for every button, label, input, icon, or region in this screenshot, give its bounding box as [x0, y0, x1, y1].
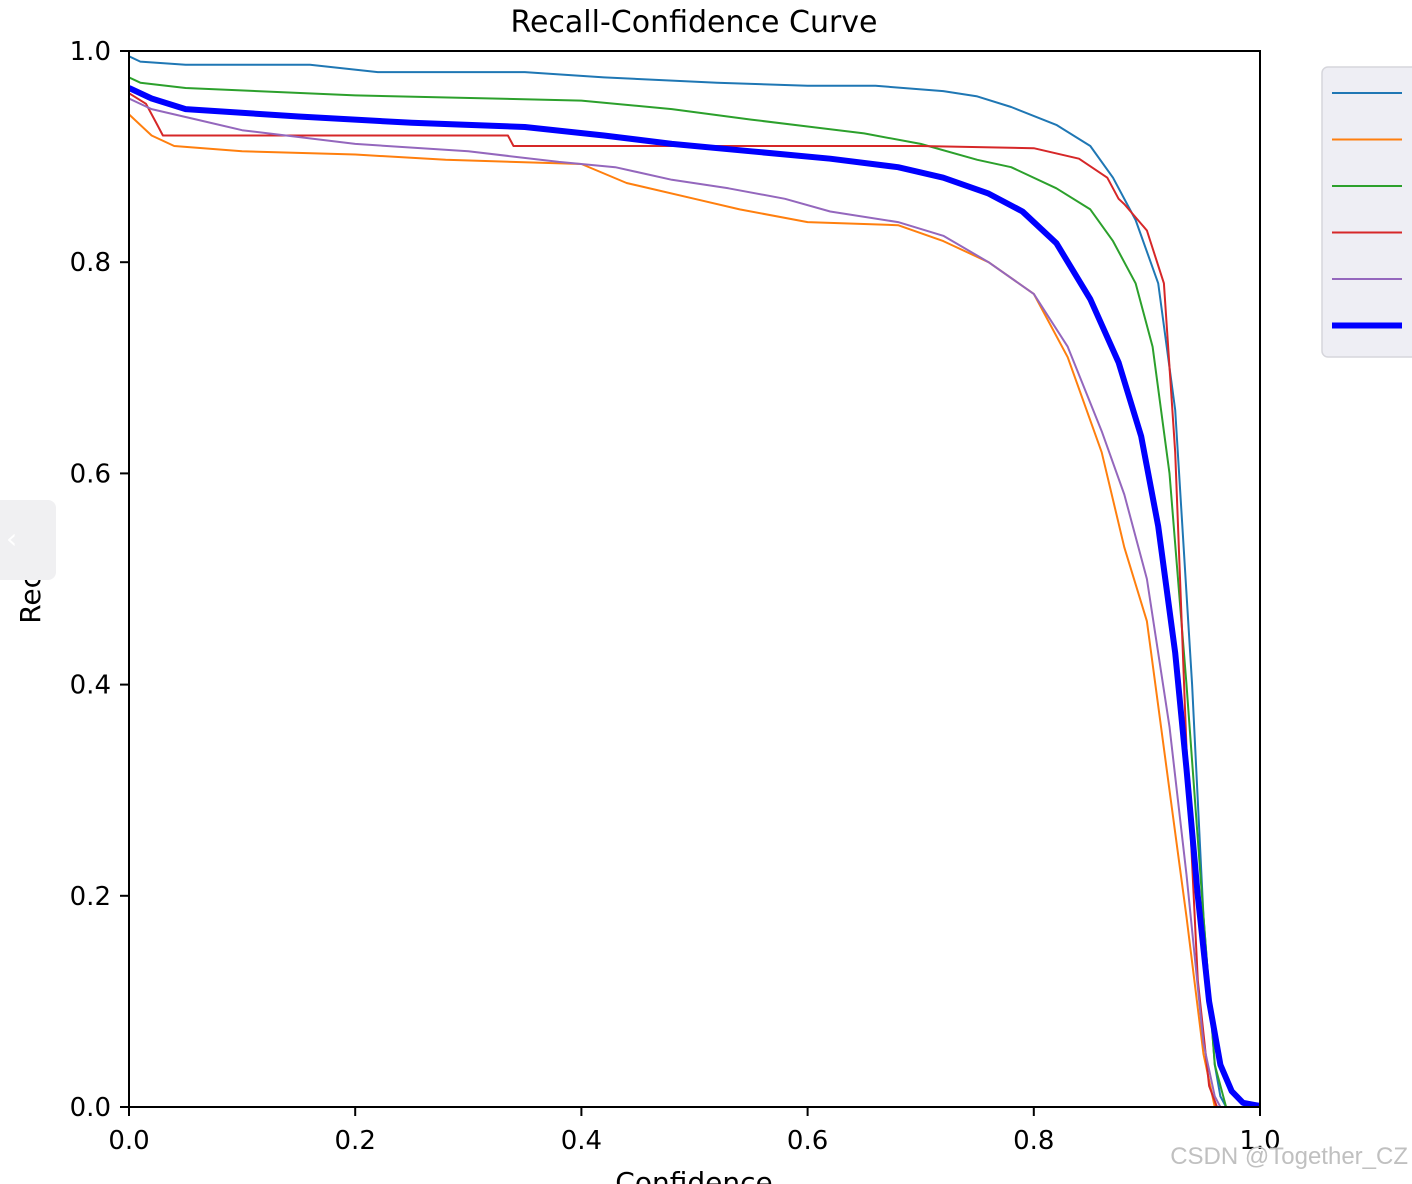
series-line-2: [129, 113, 1216, 1107]
x-axis-label: Confidence: [615, 1166, 772, 1184]
x-tick-label: 1.0: [1239, 1126, 1280, 1156]
watermark: CSDN @Together_CZ: [1170, 1143, 1408, 1170]
y-tick-label: 0.0: [70, 1093, 111, 1123]
series-line-1: [129, 55, 1227, 1107]
chevron-left-icon: ‹: [6, 522, 18, 555]
plot-frame: [128, 50, 1261, 1108]
y-tick-label: 0.4: [70, 671, 111, 701]
y-tick-label: 1.0: [70, 37, 111, 67]
x-tick-label: 0.6: [787, 1126, 828, 1156]
series-line-3: [129, 76, 1228, 1107]
chart-title: Recall-Confidence Curve: [510, 5, 877, 40]
x-tick-label: 0.0: [108, 1126, 149, 1156]
series-line-5: [129, 97, 1222, 1107]
series-line-6: [129, 85, 1260, 1107]
side-collapse-tab[interactable]: ‹: [0, 500, 56, 580]
legend-box: [1321, 66, 1412, 358]
x-tick-label: 0.4: [561, 1126, 602, 1156]
y-tick-label: 0.8: [70, 248, 111, 278]
x-tick-label: 0.8: [1013, 1126, 1054, 1156]
series-line-4: [129, 92, 1218, 1107]
y-tick-label: 0.6: [70, 459, 111, 489]
x-tick-label: 0.2: [335, 1126, 376, 1156]
y-tick-label: 0.2: [70, 882, 111, 912]
legend: [1321, 66, 1412, 358]
